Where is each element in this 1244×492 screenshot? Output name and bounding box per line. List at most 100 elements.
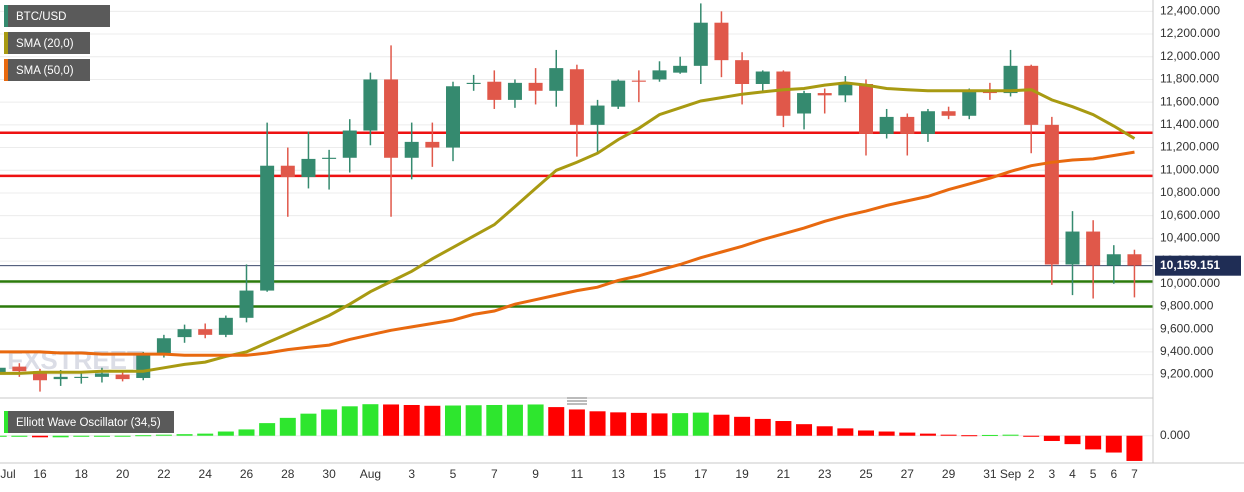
- candle-body: [1065, 231, 1080, 265]
- oscillator-bar: [424, 405, 441, 436]
- oscillator-bar: [816, 426, 833, 436]
- candle-body: [590, 105, 605, 125]
- legend-label: BTC/USD: [16, 11, 66, 23]
- x-tick-label: 13: [612, 467, 626, 481]
- oscillator-bar: [1085, 435, 1102, 450]
- candle-body: [528, 82, 543, 91]
- candle-body: [817, 93, 832, 96]
- oscillator-bar: [1126, 435, 1143, 461]
- x-tick-label: 29: [942, 467, 956, 481]
- oscillator-bar: [383, 404, 400, 436]
- y-tick-label: 11,400.000: [1160, 117, 1219, 131]
- candle-body: [280, 165, 295, 178]
- y-tick-label: 9,800.000: [1160, 299, 1214, 313]
- sma-line: [0, 81, 1136, 375]
- candle-body: [549, 68, 564, 91]
- x-tick-label: Sep: [1000, 467, 1022, 481]
- oscillator-bar: [445, 405, 461, 436]
- x-tick-label: 6: [1110, 467, 1117, 481]
- legend-label: SMA (20,0): [16, 38, 74, 50]
- y-tick-label: 10,000.000: [1160, 276, 1220, 290]
- x-tick-label: 23: [818, 467, 832, 481]
- x-tick-label: 25: [859, 467, 873, 481]
- x-tick-label: 22: [157, 467, 171, 481]
- candle-body: [1127, 254, 1142, 266]
- candle-body: [156, 338, 171, 355]
- oscillator-bar: [775, 421, 792, 436]
- y-tick-label: 9,200.000: [1160, 367, 1214, 381]
- candle-body: [1024, 65, 1039, 125]
- x-tick-label: 15: [653, 467, 667, 481]
- oscillator-bar: [858, 430, 874, 436]
- oscillator-bar: [197, 433, 214, 436]
- oscillator-bar: [238, 429, 255, 436]
- oscillator-bar: [734, 416, 751, 436]
- candle-body: [1003, 65, 1018, 94]
- x-tick-label: 16: [33, 467, 47, 481]
- oscillator-bar: [1064, 435, 1081, 445]
- oscillator-bar: [93, 435, 110, 437]
- candle-body: [198, 329, 213, 335]
- candle-body: [507, 82, 522, 100]
- oscillator-bar: [1043, 435, 1060, 441]
- oscillator-bar: [692, 412, 709, 436]
- x-tick-label: Jul: [0, 467, 15, 481]
- candle-body: [776, 71, 791, 116]
- oscillator-bar: [754, 418, 771, 436]
- x-tick-label: 9: [532, 467, 539, 481]
- legend-label: SMA (50,0): [16, 65, 74, 77]
- y-tick-label: 12,400.000: [1160, 4, 1220, 18]
- oscillator-bar: [796, 424, 813, 436]
- oscillator-bar: [135, 435, 152, 437]
- oscillator-bar: [11, 435, 28, 437]
- x-tick-label: 4: [1069, 467, 1076, 481]
- y-tick-label: 11,600.000: [1160, 94, 1219, 108]
- x-tick-label: 11: [571, 467, 584, 481]
- x-tick-label: 5: [450, 467, 457, 481]
- candle-body: [384, 79, 399, 158]
- candle-body: [404, 141, 419, 158]
- oscillator-bar: [486, 404, 503, 436]
- x-tick-label: 19: [735, 467, 749, 481]
- x-tick-label: 3: [408, 467, 415, 481]
- y-tick-label: 10,800.000: [1160, 185, 1220, 199]
- y-tick-label: 11,200.000: [1160, 140, 1219, 154]
- candle-body: [301, 158, 316, 178]
- candle-body: [136, 354, 151, 378]
- candle-body: [260, 165, 275, 291]
- plot-layer: [0, 3, 1153, 461]
- candle-body: [363, 79, 378, 131]
- candle-body: [322, 157, 337, 159]
- oscillator-bar: [548, 407, 565, 436]
- x-tick-label: 21: [777, 467, 791, 481]
- candle-body: [342, 130, 357, 158]
- legend-box: [4, 411, 174, 433]
- oscillator-bar: [506, 404, 523, 436]
- panel-handle: [567, 397, 587, 405]
- candle-body: [797, 93, 812, 114]
- sma-line: [0, 150, 1135, 357]
- candle-body: [631, 80, 646, 82]
- oscillator-bar: [259, 423, 276, 436]
- candle-body: [53, 376, 68, 380]
- candle-body: [177, 329, 192, 338]
- oscillator-bar: [52, 435, 69, 438]
- oscillator-bar: [919, 433, 936, 436]
- candle-body: [1044, 124, 1059, 265]
- candle-body: [569, 69, 584, 125]
- oscillator-bar: [403, 404, 420, 436]
- legend-swatch: [4, 59, 8, 81]
- oscillator-bar: [527, 404, 544, 436]
- last-price-box: [1155, 255, 1241, 276]
- candle-body: [94, 373, 109, 377]
- oscillator-bar: [961, 435, 978, 437]
- y-tick-label: 11,800.000: [1160, 72, 1219, 86]
- candle-body: [12, 366, 27, 372]
- x-tick-label: 26: [240, 467, 254, 481]
- oscillator-bar: [1002, 434, 1019, 436]
- candle-body: [735, 60, 750, 84]
- x-tick-label: 7: [491, 467, 498, 481]
- candle-body: [218, 317, 233, 335]
- candle-body: [115, 374, 130, 380]
